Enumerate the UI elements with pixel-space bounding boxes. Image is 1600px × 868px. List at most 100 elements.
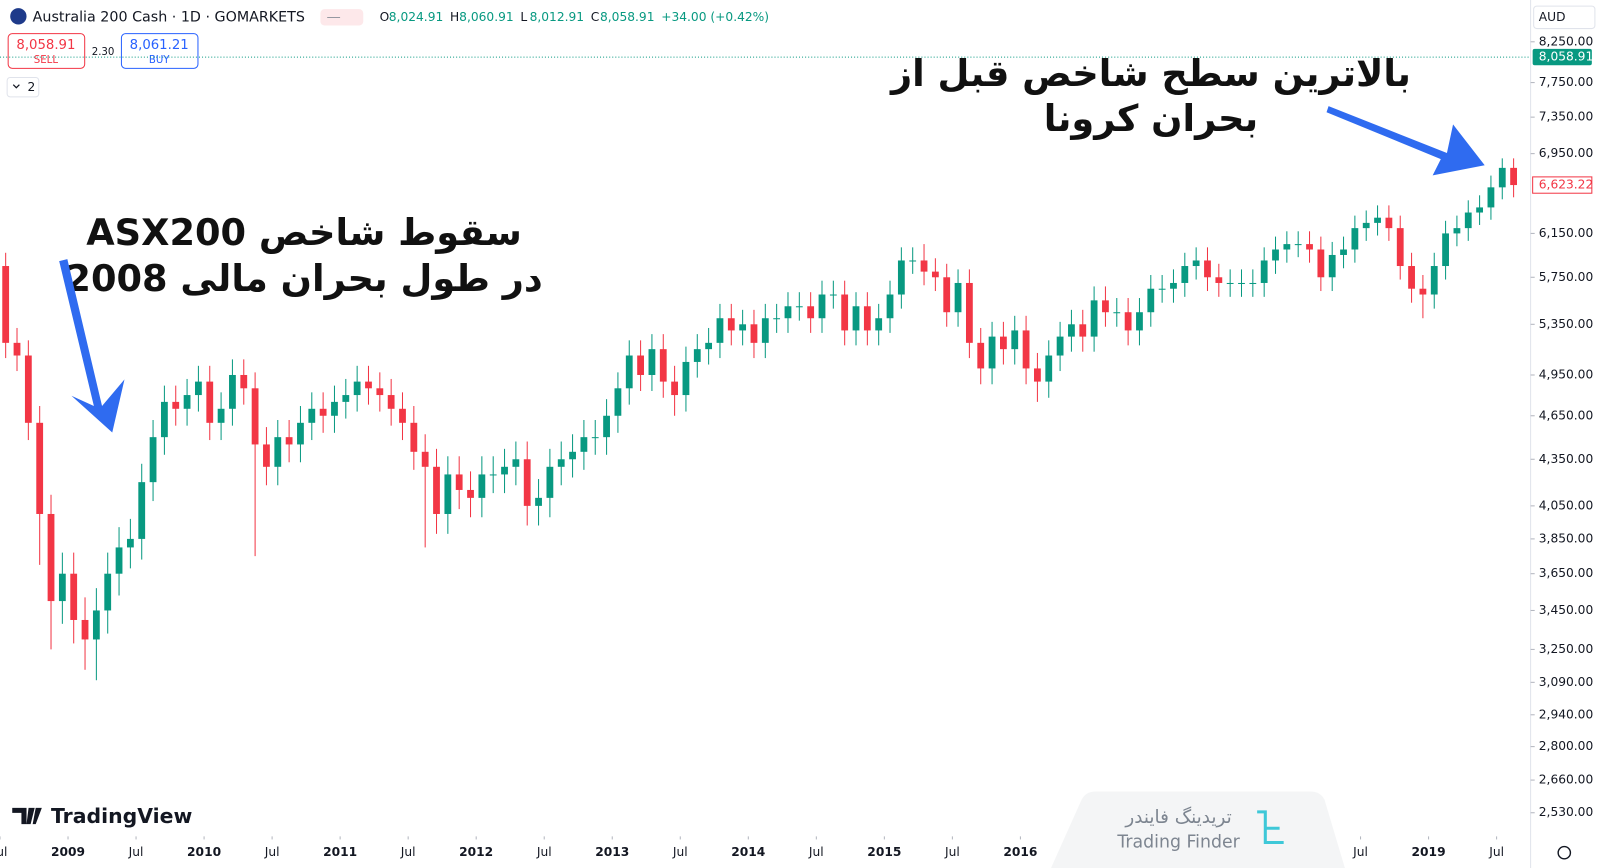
sell-label: SELL: [34, 55, 59, 66]
candle-body: [1113, 312, 1121, 314]
candle-body: [761, 318, 769, 343]
currency: AUD: [1539, 10, 1566, 24]
currency-button[interactable]: [1533, 5, 1596, 30]
watermark-text: تریدینگ فایندر: [1124, 806, 1231, 828]
candle-body: [149, 437, 157, 483]
candle-body: [1170, 282, 1177, 289]
candle-body: [1011, 330, 1019, 350]
candle-body: [1204, 260, 1211, 278]
y-tick-label: 2,940.00: [1539, 707, 1593, 721]
y-tick-label: 6,150.00: [1539, 226, 1593, 240]
x-tick-label: 2011: [323, 845, 357, 859]
x-tick-label: Jul: [1352, 845, 1368, 859]
sell-price: 8,058.91: [16, 38, 75, 53]
arrow: [59, 259, 125, 433]
x-tick-label: 2015: [867, 845, 901, 859]
x-tick-label: Jul: [808, 845, 824, 859]
candle-body: [387, 395, 395, 409]
candle-body: [523, 459, 531, 506]
logo-icon: [12, 807, 42, 825]
x-tick-label: Jul: [400, 845, 416, 859]
candle-body: [455, 474, 463, 490]
candle-body: [954, 282, 962, 313]
candle-body: [535, 497, 542, 506]
candle-body: [875, 318, 883, 331]
candle-body: [1068, 324, 1075, 337]
settings-icon[interactable]: [1557, 845, 1572, 860]
x-tick-label: Jul: [264, 845, 280, 859]
candle-body: [659, 349, 667, 382]
candle-body: [546, 466, 554, 498]
candle-body: [444, 474, 452, 514]
candle-body: [1317, 249, 1325, 278]
y-tick-label: 7,350.00: [1539, 110, 1593, 124]
y-tick-label: 3,650.00: [1539, 566, 1593, 580]
candle-body: [1260, 260, 1268, 283]
candle-body: [115, 547, 123, 574]
y-tick-label: 3,850.00: [1539, 531, 1593, 545]
spread: 2.30: [92, 47, 115, 58]
y-tick-label: 2,530.00: [1539, 805, 1593, 819]
candle-body: [671, 381, 679, 396]
candle-body: [217, 408, 225, 423]
candle-body: [206, 381, 214, 423]
candle-body: [1283, 244, 1291, 250]
x-tick-label: 2016: [1003, 845, 1037, 859]
candle-body: [1408, 266, 1415, 289]
candle-body: [1430, 266, 1438, 295]
candle-body: [1056, 336, 1064, 356]
candle-body: [739, 324, 747, 331]
y-tick-label: 5,350.00: [1539, 317, 1593, 331]
candle-body: [104, 573, 112, 611]
buy-price: 8,061.21: [130, 38, 189, 53]
sell-button[interactable]: [7, 33, 86, 69]
candle-body: [818, 294, 826, 319]
candle-body: [1510, 167, 1518, 186]
y-tick-label: 3,250.00: [1539, 642, 1593, 656]
candle-body: [58, 573, 66, 602]
candle-body: [467, 489, 474, 498]
y-tick-label: 4,050.00: [1539, 498, 1593, 512]
candle-body: [1340, 249, 1347, 255]
candle-body: [501, 466, 508, 475]
x-tick-label: 2009: [51, 845, 85, 859]
annotation: بحران کرونا: [1044, 97, 1258, 140]
y-tick-label: 3,450.00: [1539, 603, 1593, 617]
y-tick-label: 7,750.00: [1539, 75, 1593, 89]
y-tick-label: 8,250.00: [1539, 34, 1593, 48]
candle-body: [1192, 260, 1200, 267]
candle-body: [1374, 217, 1381, 223]
indicators-toggle[interactable]: [6, 77, 40, 98]
x-tick-label: Jul: [672, 845, 688, 859]
status-icon: —: [327, 9, 341, 25]
candle-body: [1079, 324, 1087, 337]
candle-body: [1419, 288, 1427, 295]
y-tick-label: 2,660.00: [1539, 773, 1593, 787]
quote-change: +34.00 (+0.42%): [661, 10, 769, 24]
candle-body: [353, 381, 361, 396]
candle-body: [285, 437, 293, 445]
candle-body: [1136, 312, 1143, 331]
candle-body: [1045, 355, 1053, 382]
candle-body: [24, 355, 32, 423]
candle-body: [319, 408, 327, 416]
annotation: بالاترین سطح شاخص قبل از: [889, 52, 1411, 95]
candle-body: [1294, 244, 1302, 246]
candle-body: [1249, 282, 1257, 284]
candle-body: [240, 374, 248, 389]
candle-body: [1464, 212, 1472, 229]
indicators-count: 2: [28, 80, 36, 94]
candle-body: [126, 538, 134, 548]
watermark-panel: [1051, 791, 1345, 868]
quote-value: 8,012.91: [530, 10, 584, 24]
candle-body: [614, 388, 622, 416]
buy-button[interactable]: [120, 33, 199, 69]
candle-body: [648, 349, 656, 375]
candle-body: [274, 437, 282, 467]
candle-body: [1385, 217, 1393, 229]
candle-body: [1442, 233, 1449, 267]
candle-body: [1498, 167, 1506, 188]
